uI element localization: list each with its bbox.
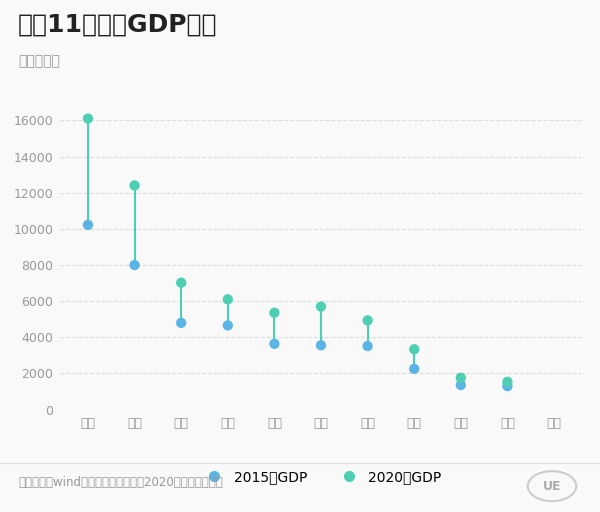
Point — [83, 221, 93, 229]
Point — [363, 342, 373, 350]
Point — [503, 378, 512, 386]
Point — [83, 115, 93, 123]
Point — [223, 322, 233, 330]
Point — [316, 341, 326, 349]
Point — [409, 345, 419, 353]
Text: 浙江11座地市GDP对比: 浙江11座地市GDP对比 — [18, 13, 218, 37]
Point — [503, 382, 512, 390]
Point — [176, 319, 186, 327]
Point — [456, 374, 466, 382]
Point — [130, 181, 139, 189]
Text: 单位：亿元: 单位：亿元 — [18, 54, 60, 68]
Text: 数据来源：wind、各地统计局（舟山2020年数据未公布）: 数据来源：wind、各地统计局（舟山2020年数据未公布） — [18, 476, 223, 489]
Point — [130, 261, 139, 269]
Point — [176, 279, 186, 287]
Point — [316, 303, 326, 311]
Legend: 2015年GDP, 2020年GDP: 2015年GDP, 2020年GDP — [195, 464, 447, 489]
Text: UE: UE — [543, 480, 561, 493]
Point — [363, 316, 373, 325]
Point — [269, 339, 279, 348]
Point — [223, 295, 233, 304]
Point — [456, 381, 466, 389]
Point — [409, 365, 419, 373]
Point — [269, 309, 279, 317]
